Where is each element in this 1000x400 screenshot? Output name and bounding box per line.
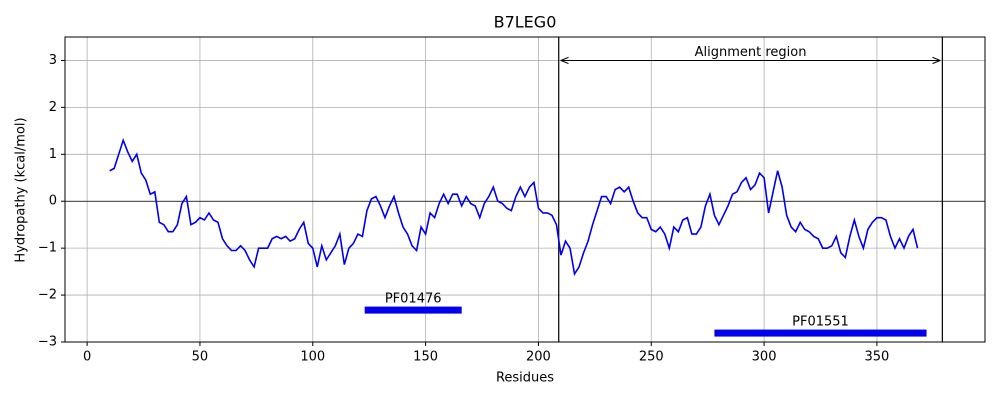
data-line bbox=[109, 137, 919, 277]
x-tick-label: 0 bbox=[83, 350, 91, 365]
domain-bar bbox=[714, 329, 927, 337]
y-tick-label: 1 bbox=[49, 147, 57, 162]
x-tick-label: 250 bbox=[639, 350, 664, 365]
y-tick-label: −3 bbox=[38, 335, 57, 350]
x-axis-label: Residues bbox=[496, 371, 554, 386]
plot-frame bbox=[64, 36, 986, 343]
x-tick-label: 150 bbox=[413, 350, 438, 365]
y-tick-label: −2 bbox=[38, 288, 57, 303]
region-label: Alignment region bbox=[695, 45, 807, 60]
y-tick-label: 3 bbox=[49, 53, 57, 68]
y-tick-label: 0 bbox=[49, 194, 57, 209]
domain-bar bbox=[364, 306, 462, 314]
x-tick-label: 100 bbox=[300, 350, 325, 365]
domain-label: PF01551 bbox=[792, 315, 849, 330]
y-axis-label: Hydropathy (kcal/mol) bbox=[14, 117, 29, 262]
y-tick-label: 2 bbox=[49, 100, 57, 115]
chart-title: B7LEG0 bbox=[494, 13, 557, 32]
x-tick-label: 50 bbox=[192, 350, 209, 365]
x-tick-label: 350 bbox=[864, 350, 889, 365]
domain-label: PF01476 bbox=[385, 292, 442, 307]
x-tick-label: 300 bbox=[752, 350, 777, 365]
x-tick-label: 200 bbox=[526, 350, 551, 365]
y-tick-label: −1 bbox=[38, 241, 57, 256]
